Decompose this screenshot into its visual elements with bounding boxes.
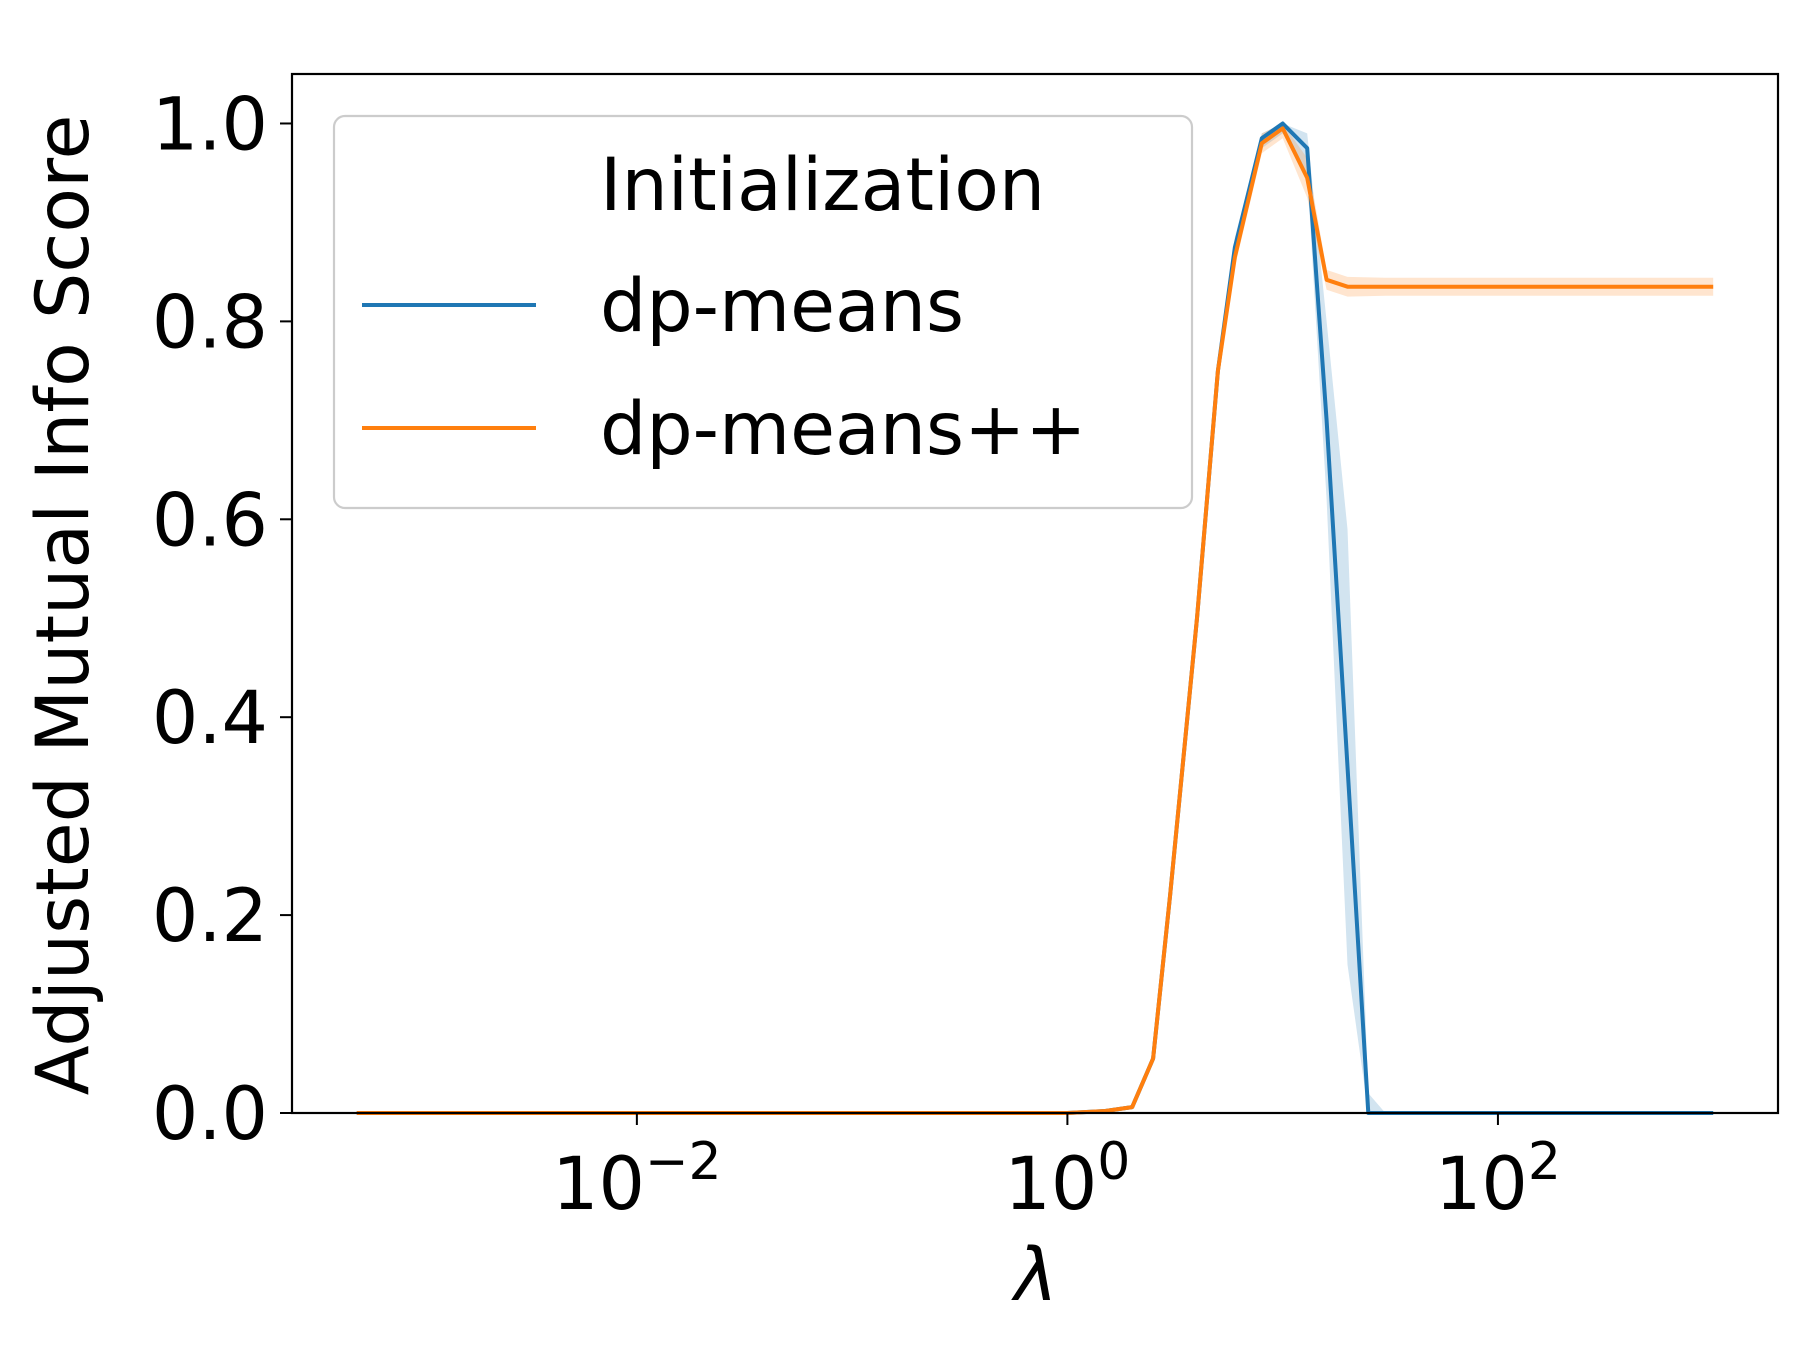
legend-label-dp-means-plus-plus: dp-means++ bbox=[600, 387, 1086, 472]
x-tick-label: 102 bbox=[1435, 1132, 1561, 1227]
y-tick-label: 0.6 bbox=[152, 478, 268, 563]
plot-frame bbox=[290, 72, 1780, 1115]
legend-title: Initialization bbox=[600, 143, 1045, 228]
y-tick-label: 0.4 bbox=[152, 676, 268, 761]
y-tick-label: 0.8 bbox=[152, 280, 268, 365]
y-axis: 0.0 0.2 0.4 0.6 0.8 1.0 bbox=[152, 82, 292, 1157]
y-tick-label: 0.0 bbox=[152, 1072, 268, 1157]
x-tick-label: 10−2 bbox=[552, 1132, 722, 1227]
x-tick-label: 100 bbox=[1004, 1132, 1130, 1227]
series-line-dp-means-plus-plus bbox=[356, 126, 1714, 1115]
y-tick-label: 0.2 bbox=[152, 874, 268, 959]
y-tick-label: 1.0 bbox=[152, 82, 268, 167]
y-axis-title: Adjusted Mutual Info Score bbox=[21, 115, 106, 1096]
legend-label-dp-means: dp-means bbox=[600, 264, 964, 349]
legend: Initialization dp-means dp-means++ bbox=[332, 114, 1194, 510]
x-axis: 10−2 100 102 bbox=[552, 1113, 1561, 1227]
legend-frame bbox=[332, 114, 1194, 510]
x-axis-title: λ bbox=[1010, 1233, 1057, 1318]
